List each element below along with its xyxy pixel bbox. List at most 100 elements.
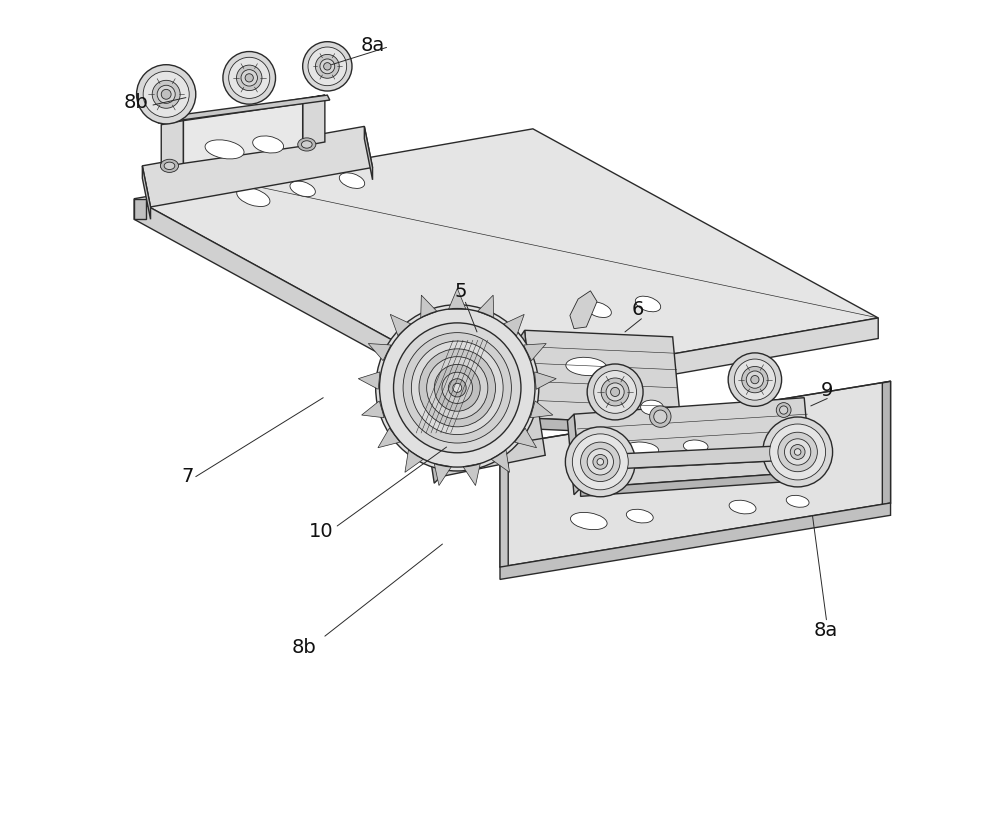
Ellipse shape bbox=[245, 73, 253, 82]
Text: 8a: 8a bbox=[360, 35, 384, 54]
Ellipse shape bbox=[794, 449, 801, 455]
Ellipse shape bbox=[734, 359, 775, 400]
Ellipse shape bbox=[742, 366, 768, 393]
Ellipse shape bbox=[581, 442, 620, 482]
Text: 9: 9 bbox=[821, 381, 833, 400]
Polygon shape bbox=[134, 199, 479, 408]
Ellipse shape bbox=[594, 370, 636, 413]
Polygon shape bbox=[479, 318, 878, 408]
Ellipse shape bbox=[770, 424, 826, 480]
Ellipse shape bbox=[152, 80, 180, 108]
Text: 6: 6 bbox=[632, 300, 644, 319]
Polygon shape bbox=[882, 381, 891, 505]
Polygon shape bbox=[504, 314, 524, 336]
Ellipse shape bbox=[376, 304, 539, 471]
Polygon shape bbox=[449, 289, 466, 309]
Text: 8b: 8b bbox=[123, 93, 148, 112]
Polygon shape bbox=[134, 199, 146, 219]
Ellipse shape bbox=[587, 364, 643, 420]
Polygon shape bbox=[463, 464, 480, 486]
Ellipse shape bbox=[237, 187, 270, 206]
Ellipse shape bbox=[587, 449, 613, 475]
Text: 8b: 8b bbox=[291, 638, 316, 657]
Ellipse shape bbox=[566, 357, 607, 375]
Ellipse shape bbox=[143, 71, 189, 117]
Ellipse shape bbox=[241, 69, 257, 86]
Text: 10: 10 bbox=[309, 522, 334, 541]
Polygon shape bbox=[515, 428, 537, 448]
Ellipse shape bbox=[606, 383, 624, 401]
Polygon shape bbox=[421, 295, 437, 318]
Ellipse shape bbox=[776, 403, 791, 417]
Polygon shape bbox=[433, 401, 545, 477]
Text: 8a: 8a bbox=[814, 621, 838, 640]
Text: 7: 7 bbox=[181, 468, 193, 487]
Ellipse shape bbox=[601, 378, 629, 406]
Polygon shape bbox=[500, 503, 891, 579]
Ellipse shape bbox=[624, 442, 659, 457]
Polygon shape bbox=[567, 414, 581, 495]
Polygon shape bbox=[183, 103, 303, 163]
Ellipse shape bbox=[778, 432, 817, 472]
Polygon shape bbox=[530, 401, 553, 417]
Polygon shape bbox=[570, 290, 597, 328]
Ellipse shape bbox=[427, 356, 488, 419]
Polygon shape bbox=[142, 166, 151, 219]
Ellipse shape bbox=[641, 400, 664, 415]
Ellipse shape bbox=[597, 459, 604, 465]
Polygon shape bbox=[364, 126, 373, 180]
Polygon shape bbox=[581, 472, 811, 497]
Polygon shape bbox=[161, 120, 183, 167]
Polygon shape bbox=[535, 372, 556, 389]
Ellipse shape bbox=[339, 173, 365, 188]
Ellipse shape bbox=[763, 417, 833, 487]
Ellipse shape bbox=[790, 445, 805, 460]
Ellipse shape bbox=[786, 495, 809, 507]
Polygon shape bbox=[491, 450, 510, 473]
Ellipse shape bbox=[160, 159, 179, 172]
Ellipse shape bbox=[290, 181, 315, 196]
Ellipse shape bbox=[303, 42, 352, 91]
Ellipse shape bbox=[728, 353, 782, 407]
Polygon shape bbox=[524, 343, 546, 361]
Ellipse shape bbox=[586, 302, 611, 318]
Ellipse shape bbox=[403, 332, 511, 443]
Ellipse shape bbox=[161, 89, 171, 99]
Ellipse shape bbox=[315, 54, 339, 78]
Ellipse shape bbox=[751, 375, 759, 384]
Ellipse shape bbox=[137, 64, 196, 124]
Ellipse shape bbox=[324, 63, 331, 70]
Ellipse shape bbox=[298, 138, 316, 151]
Ellipse shape bbox=[611, 388, 620, 397]
Ellipse shape bbox=[164, 163, 175, 169]
Polygon shape bbox=[161, 95, 325, 120]
Ellipse shape bbox=[308, 47, 347, 86]
Ellipse shape bbox=[607, 391, 640, 406]
Ellipse shape bbox=[253, 136, 284, 153]
Ellipse shape bbox=[565, 427, 635, 497]
Ellipse shape bbox=[593, 455, 608, 469]
Polygon shape bbox=[500, 446, 508, 568]
Polygon shape bbox=[378, 428, 400, 448]
Polygon shape bbox=[516, 330, 533, 431]
Ellipse shape bbox=[394, 323, 521, 453]
Ellipse shape bbox=[784, 439, 811, 465]
Ellipse shape bbox=[320, 59, 335, 73]
Ellipse shape bbox=[780, 406, 788, 414]
Ellipse shape bbox=[301, 141, 312, 148]
Ellipse shape bbox=[236, 65, 262, 91]
Polygon shape bbox=[390, 314, 411, 336]
Polygon shape bbox=[142, 126, 373, 207]
Polygon shape bbox=[405, 450, 423, 473]
Ellipse shape bbox=[223, 51, 276, 104]
Ellipse shape bbox=[570, 512, 607, 530]
Ellipse shape bbox=[635, 296, 661, 312]
Ellipse shape bbox=[442, 372, 473, 403]
Polygon shape bbox=[358, 372, 380, 389]
Polygon shape bbox=[368, 343, 391, 361]
Polygon shape bbox=[500, 381, 891, 567]
Polygon shape bbox=[156, 95, 330, 123]
Polygon shape bbox=[592, 446, 806, 469]
Ellipse shape bbox=[205, 140, 244, 159]
Ellipse shape bbox=[626, 509, 653, 523]
